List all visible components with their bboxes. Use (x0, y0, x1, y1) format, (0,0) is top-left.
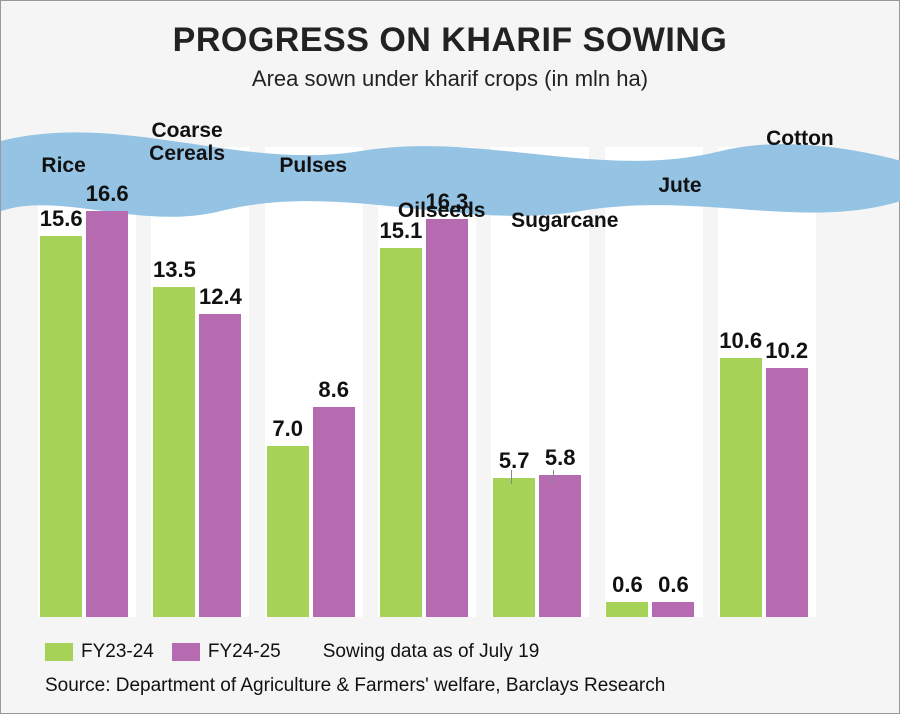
bar-value: 16.6 (86, 181, 129, 207)
chart-source: Source: Department of Agriculture & Farm… (45, 675, 665, 697)
bar-group: 15.616.6 (38, 211, 130, 617)
bar-group: 0.6 0.6 (604, 602, 696, 617)
chart-subtitle: Area sown under kharif crops (in mln ha) (1, 66, 899, 92)
bar-fy23: 5.7 (493, 478, 535, 617)
chart-title: PROGRESS ON KHARIF SOWING (1, 1, 899, 60)
bar-value: 10.6 (719, 328, 762, 354)
bar-group: 10.610.2 (718, 358, 810, 617)
bar-value: 12.4 (199, 284, 242, 310)
bar-value: 0.6 (658, 572, 689, 598)
bar-group: 7.08.6 (265, 407, 357, 617)
legend-item-fy24: FY24-25 (172, 641, 281, 663)
bar-fy24: 10.2 (766, 368, 808, 617)
bar-fy23: 15.6 (40, 236, 82, 617)
bar-value: 8.6 (318, 377, 349, 403)
legend-label-fy24: FY24-25 (208, 641, 281, 663)
bar-value: 10.2 (765, 338, 808, 364)
bar-fy24: 16.6 (86, 211, 128, 617)
category-label: Sugarcane (511, 209, 618, 232)
category-label: Jute (658, 174, 701, 197)
bar-fy24: 5.8 (539, 475, 581, 617)
bar-value: 7.0 (272, 416, 303, 442)
bar-value: 5.7 (499, 448, 530, 474)
category-label: Coarse Cereals (149, 119, 225, 165)
bar-fy23: 15.1 (380, 248, 422, 617)
bar-group: 15.116.3 (378, 219, 470, 617)
bar-fy24: 16.3 (426, 219, 468, 617)
category-label: Rice (41, 154, 85, 177)
category-label: Cotton (766, 127, 834, 150)
legend-item-fy23: FY23-24 (45, 641, 154, 663)
bar-fy23: 13.5 (153, 287, 195, 617)
bar-group: 13.512.4 (151, 287, 243, 617)
category-label: Oilseeds (398, 199, 486, 222)
legend-note: Sowing data as of July 19 (323, 641, 540, 663)
plot-area: 15.616.613.512.47.08.615.116.35.75.80.60… (21, 177, 879, 617)
bar-fy23: 7.0 (267, 446, 309, 617)
bar-fy23: 0.6 (606, 602, 648, 617)
kharif-sowing-chart: PROGRESS ON KHARIF SOWING Area sown unde… (0, 0, 900, 714)
bar-fy24: 8.6 (313, 407, 355, 617)
legend-swatch-fy24 (172, 643, 200, 661)
bar-fy24: 0.6 (652, 602, 694, 617)
legend-label-fy23: FY23-24 (81, 641, 154, 663)
bar-value: 13.5 (153, 257, 196, 283)
category-label: Pulses (279, 154, 347, 177)
bar-value: 15.6 (40, 206, 83, 232)
bar-fy23: 10.6 (720, 358, 762, 617)
bar-value: 0.6 (612, 572, 643, 598)
chart-legend: FY23-24 FY24-25 Sowing data as of July 1… (45, 641, 539, 663)
bar-fy24: 12.4 (199, 314, 241, 617)
legend-swatch-fy23 (45, 643, 73, 661)
bar-value: 5.8 (545, 445, 576, 471)
bar-group: 5.75.8 (491, 475, 583, 617)
